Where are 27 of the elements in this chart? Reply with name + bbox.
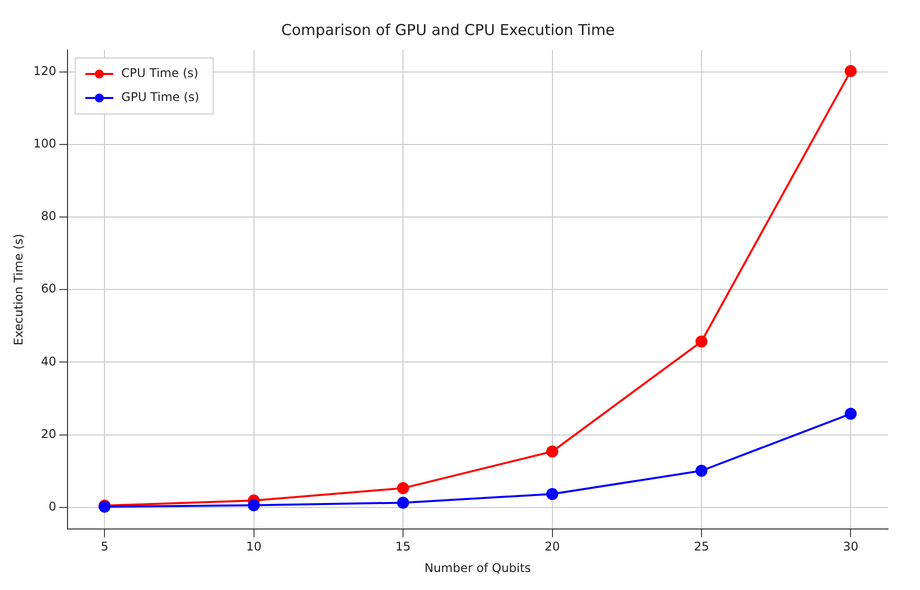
x-tick-label: 15 — [395, 540, 411, 554]
x-tick-label: 20 — [544, 540, 560, 554]
point — [844, 65, 857, 78]
x-axis-title: Number of Qubits — [424, 560, 531, 575]
point — [546, 488, 558, 500]
point — [397, 482, 410, 494]
chart-title: Comparison of GPU and CPU Execution Time — [281, 20, 615, 39]
point — [546, 446, 558, 458]
x-tick-label: 30 — [843, 540, 858, 554]
y-tick-label: 100 — [33, 136, 56, 151]
point — [397, 496, 410, 509]
point — [248, 499, 260, 512]
point — [844, 408, 857, 420]
point — [695, 336, 708, 348]
y-tick-label: 20 — [41, 426, 56, 441]
y-axis-title: Execution Time (s) — [11, 234, 26, 346]
x-tick-label: 5 — [100, 540, 108, 554]
y-tick-label: 120 — [33, 64, 56, 78]
point — [695, 464, 708, 477]
y-tick-label: 80 — [41, 209, 56, 224]
y-tick-label: 60 — [41, 282, 56, 296]
y-tick-label: 40 — [41, 354, 56, 368]
y-tick-label: 0 — [48, 500, 56, 514]
legend-label: GPU Time (s) — [121, 90, 200, 104]
x-tick-label: 25 — [694, 540, 710, 554]
x-tick-label: 10 — [246, 540, 262, 554]
legend-label: CPU Time (s) — [121, 66, 198, 80]
